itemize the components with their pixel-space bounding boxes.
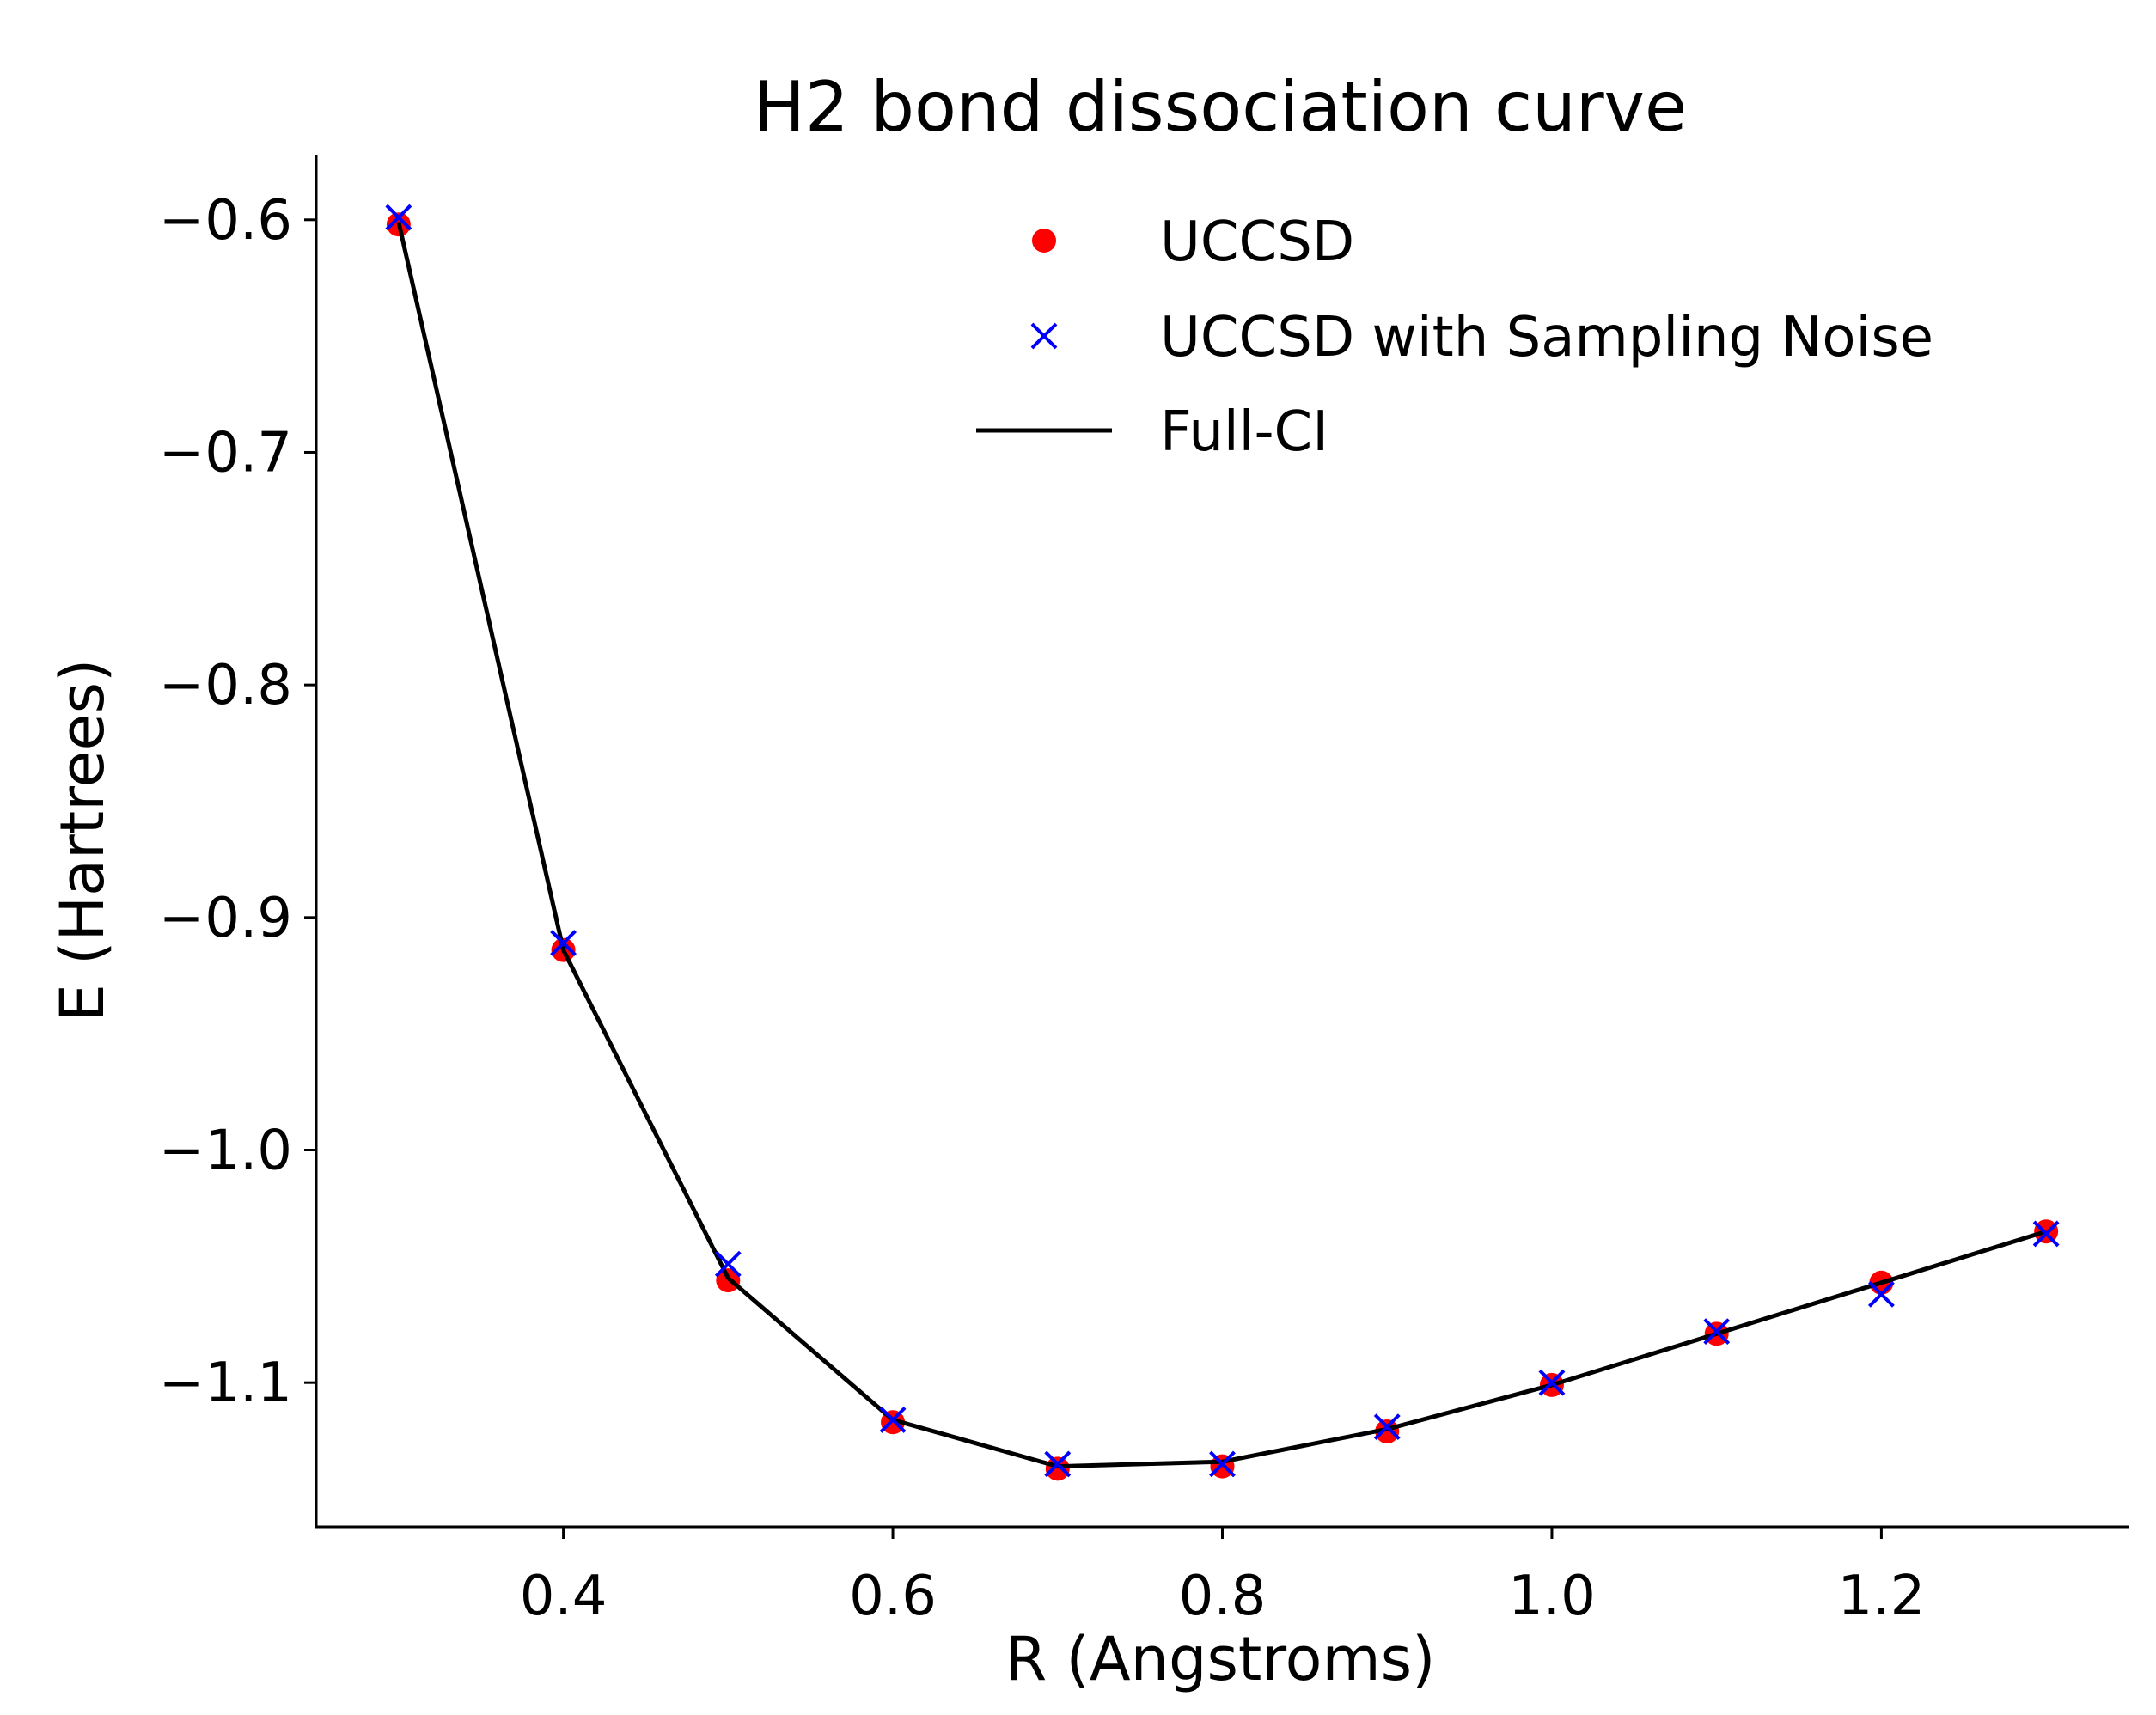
legend-marker-uccsd <box>1032 229 1056 253</box>
uccsd-noise-point <box>1044 1450 1072 1478</box>
y-tick-label: −1.1 <box>159 1352 292 1415</box>
y-tick-label: −0.8 <box>159 654 292 717</box>
legend: UCCSD UCCSD with Sampling Noise Full-CI <box>976 211 1933 464</box>
legend-label-full-ci: Full-CI <box>1160 400 1328 464</box>
legend-label-uccsd: UCCSD <box>1160 211 1354 274</box>
uccsd-noise-point <box>879 1407 907 1433</box>
x-axis-label: R (Angstroms) <box>1005 1624 1436 1694</box>
x-ticks: 0.4 0.6 0.8 1.0 1.2 <box>520 1527 1926 1628</box>
y-tick-label: −0.6 <box>159 189 292 253</box>
x-tick-label: 1.0 <box>1508 1565 1596 1628</box>
legend-marker-uccsd-noise <box>1030 322 1058 350</box>
x-tick-label: 0.6 <box>849 1565 937 1628</box>
x-tick-label: 0.4 <box>520 1565 608 1628</box>
y-tick-label: −0.9 <box>159 887 292 950</box>
x-tick-label: 0.8 <box>1179 1565 1267 1628</box>
uccsd-point <box>1045 1456 1070 1481</box>
y-ticks: −0.6 −0.7 −0.8 −0.9 −1.0 −1.1 <box>159 189 316 1415</box>
y-tick-label: −1.0 <box>159 1120 292 1183</box>
uccsd-noise-point <box>550 930 577 957</box>
uccsd-noise-point <box>714 1250 742 1278</box>
uccsd-noise-point <box>385 204 412 231</box>
x-tick-label: 1.2 <box>1838 1565 1926 1628</box>
uccsd-noise-point <box>1209 1450 1236 1478</box>
series-layer <box>385 204 2060 1481</box>
uccsd-noise-point <box>1867 1280 1895 1308</box>
uccsd-noise-point <box>1373 1413 1401 1441</box>
uccsd-noise-point <box>2032 1220 2060 1248</box>
uccsd-noise-point <box>1538 1369 1566 1396</box>
legend-label-uccsd-noise: UCCSD with Sampling Noise <box>1160 306 1933 369</box>
y-axis-label: E (Hartrees) <box>47 659 118 1022</box>
y-tick-label: −0.7 <box>159 421 292 485</box>
uccsd-noise-point <box>1703 1318 1731 1346</box>
chart-title: H2 bond dissociation curve <box>754 67 1687 147</box>
